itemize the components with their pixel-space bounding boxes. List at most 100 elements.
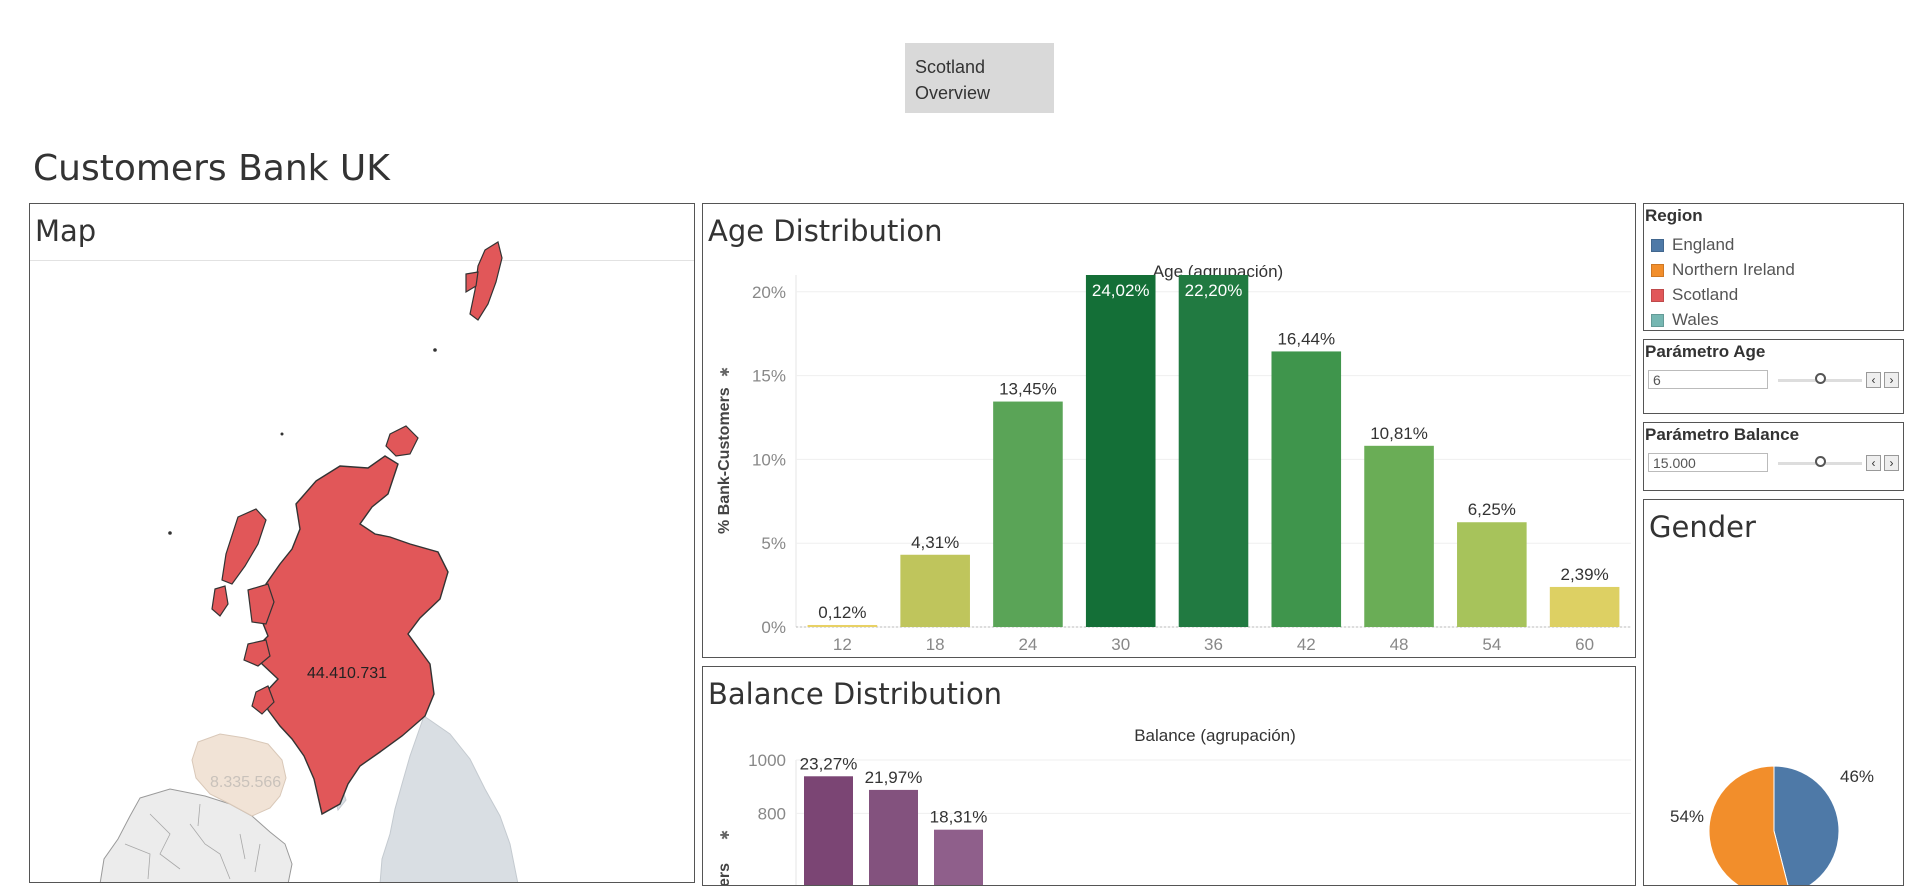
age-bar-value-label: 4,31% (911, 533, 959, 552)
legend-label: Wales (1672, 310, 1719, 329)
ireland-region-shape (99, 788, 293, 882)
age-x-tick-label: 60 (1575, 635, 1594, 654)
age-bar-value-label: 6,25% (1468, 500, 1516, 519)
map-panel: Map 44.410.731 8.335.566 (29, 203, 695, 883)
param-balance-decrement-button[interactable]: ‹ (1866, 455, 1881, 471)
legend-item-wales[interactable]: Wales (1651, 308, 1719, 330)
balance-bar-0[interactable] (804, 776, 853, 886)
skye-island-shape (247, 583, 275, 625)
england-region-shape (379, 715, 519, 882)
scotland-overview-line2: Overview (915, 83, 991, 103)
age-bar-12[interactable] (807, 624, 878, 627)
balance-chart-axis-title: Balance (agrupación) (1134, 726, 1296, 745)
northern-ireland-map-label: 8.335.566 (210, 774, 281, 791)
age-bar-60[interactable] (1549, 586, 1620, 627)
map-canvas[interactable]: 44.410.731 8.335.566 (30, 204, 695, 883)
age-x-tick-label: 42 (1297, 635, 1316, 654)
scotland-map-label: 44.410.731 (307, 665, 387, 682)
ireland-county-borders (124, 803, 261, 880)
age-x-tick-label: 24 (1018, 635, 1037, 654)
param-balance-card: Parámetro Balance 15.000 ‹ › (1643, 422, 1904, 491)
age-x-tick-label: 18 (926, 635, 945, 654)
legend-item-scotland[interactable]: Scotland (1651, 283, 1738, 307)
balance-y-tick-label: 1000 (748, 751, 786, 770)
map-title: Map (35, 214, 97, 248)
age-y-tick-label: 5% (761, 534, 786, 553)
gender-pie-label-male: 46% (1840, 767, 1874, 786)
param-balance-increment-button[interactable]: › (1884, 455, 1899, 471)
balance-distribution-title: Balance Distribution (708, 677, 1003, 711)
gender-panel: Gender 46% 54% (1643, 499, 1904, 886)
balance-y-axis-label: ers (716, 863, 733, 886)
age-x-tick-label: 12 (833, 635, 852, 654)
age-chart-svg[interactable]: Age (agrupación) % Bank-Customers ✱ 0%5%… (703, 204, 1636, 658)
age-bar-value-label: 22,20% (1185, 281, 1243, 300)
param-age-slider-thumb[interactable] (1815, 373, 1826, 384)
gender-title: Gender (1649, 510, 1756, 544)
st-kilda-dot (168, 531, 172, 535)
balance-y-axis-pin-icon: ✱ (718, 830, 732, 840)
param-balance-slider-thumb[interactable] (1815, 456, 1826, 467)
age-bar-value-label: 24,02% (1092, 281, 1150, 300)
age-bar-value-label: 13,45% (999, 380, 1057, 399)
age-distribution-title: Age Distribution (708, 214, 943, 248)
age-y-axis-pin-icon: ✱ (718, 367, 732, 377)
balance-y-tick-label: 800 (758, 804, 786, 823)
age-distribution-panel: Age Distribution Age (agrupación) % Bank… (702, 203, 1636, 658)
balance-distribution-panel: Balance Distribution Balance (agrupación… (702, 666, 1636, 886)
balance-bar-value-label: 18,31% (930, 808, 988, 827)
balance-bar-value-label: 21,97% (865, 768, 923, 787)
age-bar-36[interactable] (1178, 275, 1249, 627)
scotland-overview-button[interactable]: Scotland Overview (905, 43, 1054, 113)
age-bar-value-label: 0,12% (818, 603, 866, 622)
islay-island-shape (251, 685, 275, 715)
age-bar-24[interactable] (993, 401, 1063, 627)
param-age-decrement-button[interactable]: ‹ (1866, 372, 1881, 388)
param-balance-title: Parámetro Balance (1645, 425, 1800, 444)
legend-item-northern-ireland[interactable]: Northern Ireland (1651, 258, 1795, 282)
gender-pie-slice-1[interactable] (1708, 765, 1790, 886)
region-legend-title: Region (1645, 206, 1703, 225)
age-x-tick-label: 30 (1111, 635, 1130, 654)
age-bar-18[interactable] (900, 554, 970, 627)
gender-pie-svg[interactable]: 46% 54% (1644, 500, 1904, 886)
dashboard-title: Customers Bank UK (33, 148, 390, 189)
age-bar-value-label: 10,81% (1370, 424, 1428, 443)
legend-item-england[interactable]: England (1651, 233, 1734, 257)
param-age-title: Parámetro Age (1645, 342, 1766, 361)
param-age-increment-button[interactable]: › (1884, 372, 1899, 388)
western-isles-shape (221, 508, 267, 585)
scotland-overview-line1: Scotland (915, 57, 986, 77)
mull-island-shape (243, 639, 271, 667)
region-legend: Region England Northern Ireland Scotland Wa… (1643, 203, 1904, 331)
legend-swatch (1651, 313, 1664, 327)
age-bar-30[interactable] (1085, 275, 1156, 627)
age-x-tick-label: 36 (1204, 635, 1223, 654)
age-bar-48[interactable] (1364, 445, 1434, 627)
age-bar-54[interactable] (1457, 522, 1527, 627)
legend-label: England (1672, 235, 1735, 254)
age-x-tick-label: 48 (1390, 635, 1409, 654)
param-age-card: Parámetro Age 6 ‹ › (1643, 339, 1904, 414)
age-bar-value-label: 2,39% (1561, 565, 1609, 584)
age-bar-42[interactable] (1271, 351, 1342, 627)
balance-bar-2[interactable] (934, 829, 983, 886)
fair-isle-dot (433, 348, 437, 352)
orkney-islands-shape (385, 425, 419, 457)
legend-label: Northern Ireland (1672, 260, 1795, 279)
balance-bar-value-label: 23,27% (800, 754, 858, 773)
age-x-tick-label: 54 (1482, 635, 1501, 654)
balance-bar-1[interactable] (869, 789, 918, 886)
northern-ireland-region-shape (191, 733, 287, 817)
shetland-west-shape (465, 271, 479, 294)
balance-chart-svg[interactable]: Balance (agrupación) ers ✱ 800 1000 23,27%… (703, 667, 1636, 886)
age-y-tick-label: 0% (761, 618, 786, 637)
param-age-input[interactable]: 6 (1648, 370, 1768, 389)
legend-label: Scotland (1672, 285, 1739, 304)
param-balance-input[interactable]: 15.000 (1648, 453, 1768, 472)
age-y-axis-label: % Bank-Customers (716, 387, 733, 534)
age-y-tick-label: 10% (752, 450, 786, 469)
age-bar-value-label: 16,44% (1277, 329, 1335, 348)
age-y-tick-label: 15% (752, 367, 786, 386)
legend-swatch (1651, 288, 1664, 302)
